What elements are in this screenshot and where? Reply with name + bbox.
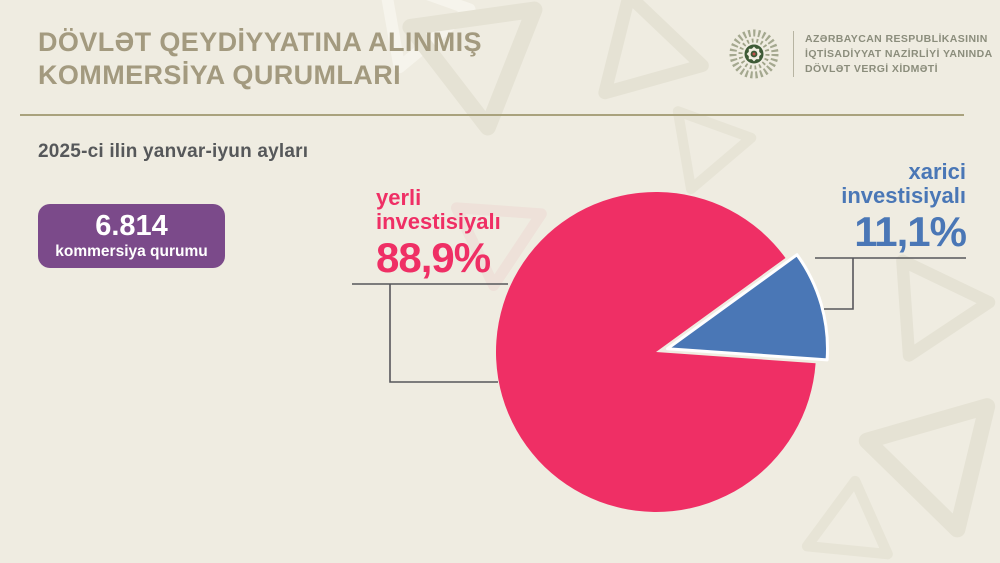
callout-yerli-line1: yerli bbox=[376, 185, 422, 210]
page-title-line2: KOMMERSİYA QURUMLARI bbox=[38, 60, 402, 90]
callout-yerli: yerli investisiyalı 88,9% bbox=[376, 186, 501, 279]
page-title-line1: DÖVLƏT QEYDİYYATINA ALINMIŞ bbox=[38, 27, 482, 57]
agency-name-line3: DÖVLƏT VERGİ XİDMƏTİ bbox=[805, 62, 938, 75]
ministry-emblem-icon bbox=[729, 29, 779, 79]
callout-xarici-value: 11,1% bbox=[854, 208, 967, 255]
total-badge-label: kommersiya qurumu bbox=[55, 243, 208, 260]
callout-xarici: xarici investisiyalı 11,1% bbox=[841, 159, 967, 255]
agency-name-line1: AZƏRBAYCAN RESPUBLİKASININ bbox=[805, 32, 988, 45]
total-badge: 6.814 kommersiya qurumu bbox=[38, 204, 225, 268]
callout-yerli-line2: investisiyalı bbox=[376, 209, 501, 234]
agency-block: AZƏRBAYCAN RESPUBLİKASININ İQTİSADİYYAT … bbox=[727, 27, 993, 81]
header-divider bbox=[20, 114, 964, 116]
callout-connector-right bbox=[815, 257, 966, 310]
agency-separator bbox=[793, 31, 794, 77]
agency-name-line2: İQTİSADİYYAT NAZİRLİYİ YANINDA bbox=[805, 47, 993, 60]
callout-xarici-line2: investisiyalı bbox=[841, 183, 966, 208]
callout-connector-left bbox=[352, 283, 508, 383]
callout-xarici-line1: xarici bbox=[908, 159, 967, 184]
pie-slice-xarici bbox=[666, 253, 829, 362]
agency-name: AZƏRBAYCAN RESPUBLİKASININ İQTİSADİYYAT … bbox=[805, 32, 993, 77]
total-badge-value: 6.814 bbox=[95, 210, 168, 242]
page-title: DÖVLƏT QEYDİYYATINA ALINMIŞ KOMMERSİYA Q… bbox=[38, 26, 482, 92]
callout-yerli-value: 88,9% bbox=[376, 234, 491, 281]
period-label: 2025-ci ilin yanvar-iyun ayları bbox=[38, 141, 309, 162]
pie-slice-yerli bbox=[495, 191, 816, 512]
